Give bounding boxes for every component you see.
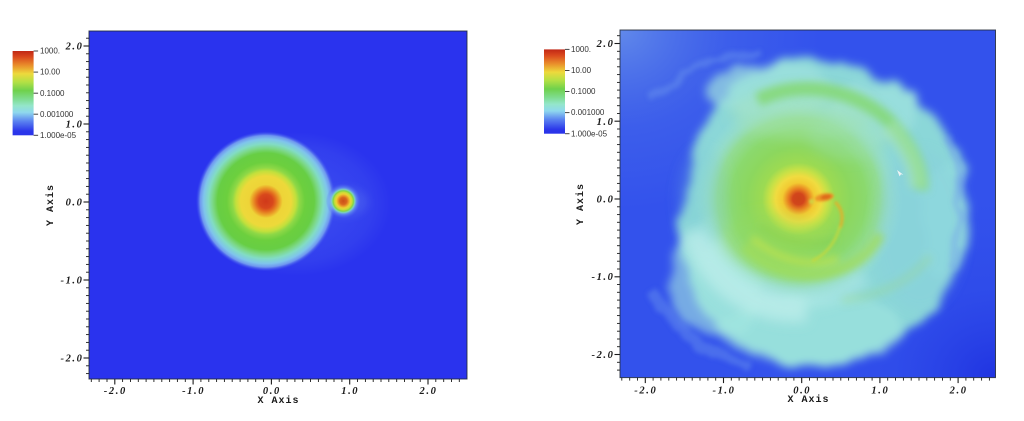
svg-text:-2.0: -2.0 bbox=[634, 386, 657, 397]
svg-text:X Axis: X Axis bbox=[787, 394, 829, 406]
svg-text:0.0: 0.0 bbox=[66, 198, 84, 209]
svg-text:-2.0: -2.0 bbox=[60, 354, 83, 365]
svg-text:1000.: 1000. bbox=[40, 47, 60, 56]
svg-text:1.0: 1.0 bbox=[341, 386, 359, 397]
svg-text:Y Axis: Y Axis bbox=[45, 184, 57, 226]
svg-text:2.0: 2.0 bbox=[949, 386, 968, 397]
svg-text:0.1000: 0.1000 bbox=[40, 89, 65, 98]
svg-text:1000.: 1000. bbox=[571, 45, 591, 54]
svg-text:0.001000: 0.001000 bbox=[40, 110, 74, 119]
svg-text:0.1000: 0.1000 bbox=[571, 87, 596, 96]
svg-text:X Axis: X Axis bbox=[257, 395, 299, 407]
svg-text:0.0: 0.0 bbox=[597, 195, 615, 206]
svg-text:1.0: 1.0 bbox=[597, 117, 615, 128]
svg-text:-2.0: -2.0 bbox=[104, 386, 127, 397]
svg-text:10.00: 10.00 bbox=[571, 66, 592, 75]
svg-text:1.0: 1.0 bbox=[66, 120, 84, 131]
svg-text:10.00: 10.00 bbox=[40, 68, 61, 77]
svg-text:2.0: 2.0 bbox=[419, 386, 438, 397]
svg-text:0.0: 0.0 bbox=[263, 386, 281, 397]
svg-text:1.000e-05: 1.000e-05 bbox=[40, 131, 77, 140]
svg-text:-1.0: -1.0 bbox=[60, 276, 83, 287]
svg-text:Y Axis: Y Axis bbox=[575, 183, 587, 225]
svg-text:1.0: 1.0 bbox=[871, 386, 889, 397]
svg-text:-1.0: -1.0 bbox=[712, 386, 735, 397]
svg-text:2.0: 2.0 bbox=[65, 42, 84, 53]
svg-text:-2.0: -2.0 bbox=[591, 350, 614, 361]
svg-text:-1.0: -1.0 bbox=[591, 272, 614, 283]
svg-text:0.001000: 0.001000 bbox=[571, 108, 605, 117]
svg-text:0.0: 0.0 bbox=[793, 386, 811, 397]
svg-text:-1.0: -1.0 bbox=[182, 386, 205, 397]
svg-text:2.0: 2.0 bbox=[596, 39, 615, 50]
svg-text:1.000e-05: 1.000e-05 bbox=[571, 129, 608, 138]
